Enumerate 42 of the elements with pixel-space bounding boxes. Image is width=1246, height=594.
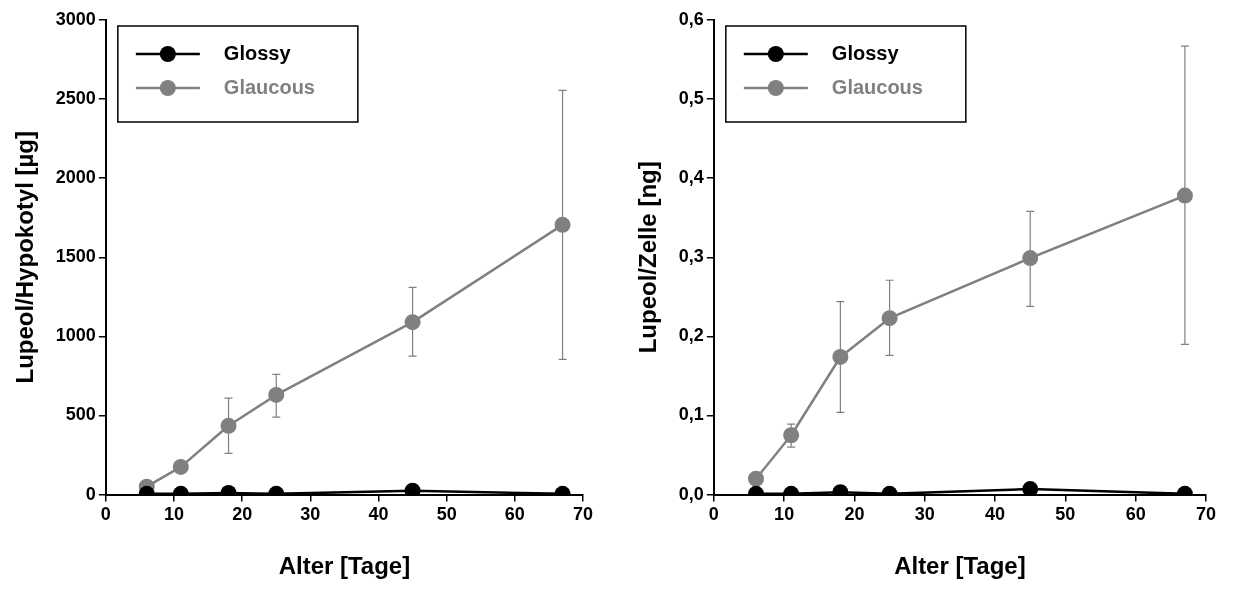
x-tick-label: 20 xyxy=(844,504,865,525)
x-tick-label: 20 xyxy=(232,504,253,525)
y-tick-label: 1500 xyxy=(55,246,96,267)
y-tick-label: 2000 xyxy=(55,167,96,188)
y-tick-label: 0,3 xyxy=(678,246,704,267)
point xyxy=(881,310,898,327)
x-tick-label: 70 xyxy=(572,504,594,525)
y-tick-label: 0,6 xyxy=(678,8,704,29)
x-axis-title: Alter [Tage] xyxy=(894,552,1026,580)
y-tick-label: 0,5 xyxy=(678,88,704,109)
legend-label: Glaucous xyxy=(223,75,315,98)
x-tick-label: 70 xyxy=(1195,504,1217,525)
y-tick-label: 0,2 xyxy=(678,325,704,346)
y-tick-label: 0,0 xyxy=(678,483,704,504)
x-tick-label: 50 xyxy=(1055,504,1076,525)
x-tick-label: 60 xyxy=(504,504,525,525)
x-tick-label: 40 xyxy=(985,504,1006,525)
x-tick-label: 30 xyxy=(300,504,321,525)
x-axis-title: Alter [Tage] xyxy=(278,552,411,580)
point xyxy=(1022,250,1039,267)
y-tick-label: 0,1 xyxy=(678,404,704,425)
x-tick-label: 10 xyxy=(774,504,795,525)
x-tick-label: 60 xyxy=(1125,504,1146,525)
x-tick-label: 30 xyxy=(914,504,935,525)
x-tick-label: 50 xyxy=(436,504,457,525)
legend-label: Glossy xyxy=(223,41,292,64)
y-axis-title: Lupeol/Hypokotyl [µg] xyxy=(11,131,39,384)
y-tick-label: 3000 xyxy=(55,8,96,29)
legend-label: Glossy xyxy=(831,41,900,64)
point xyxy=(1022,481,1039,495)
x-tick-label: 0 xyxy=(100,504,111,525)
x-tick-label: 0 xyxy=(708,504,719,525)
y-tick-label: 0 xyxy=(85,483,96,504)
point xyxy=(832,348,849,365)
y-tick-label: 500 xyxy=(65,404,96,425)
x-tick-label: 40 xyxy=(368,504,389,525)
y-axis-title: Lupeol/Zelle [ng] xyxy=(634,161,662,354)
y-tick-label: 1000 xyxy=(55,325,96,346)
x-tick-label: 10 xyxy=(163,504,185,525)
legend-label: Glaucous xyxy=(831,75,923,98)
y-tick-label: 2500 xyxy=(55,88,96,109)
y-tick-label: 0,4 xyxy=(678,167,704,188)
